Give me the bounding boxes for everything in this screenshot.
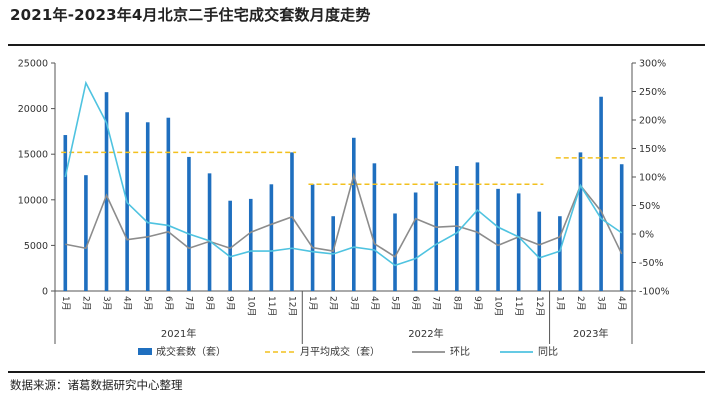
year-label: 2023年 [573,327,608,340]
year-label: 2021年 [161,327,196,340]
legend-label: 同比 [538,346,558,358]
month-label: 4月 [616,296,627,311]
month-label: 1月 [554,296,565,311]
month-label: 2月 [328,296,339,311]
right-tick-label: -50% [639,258,664,269]
month-label: 2月 [80,296,91,311]
bar [145,122,150,291]
chart-canvas: 0 5000 10000 15000 20000 25000 -100% -50% 0% 50% 1… [18,59,670,359]
month-label: 7月 [183,296,194,311]
bar [599,96,603,291]
month-label: 12月 [534,296,545,316]
bar [455,166,459,291]
month-label: 8月 [204,296,215,311]
bar [372,163,377,291]
month-label: 3月 [596,296,607,311]
bar [84,175,88,291]
bar [166,117,171,291]
month-label: 10月 [493,296,504,316]
bar [352,137,356,291]
data-source: 数据来源：诸葛数据研究中心整理 [10,378,183,392]
left-tick-label: 20000 [18,104,48,115]
left-tick-label: 10000 [18,195,48,206]
footer-divider [8,371,705,373]
left-tick-label: 25000 [18,59,48,70]
right-tick-label: 300% [639,59,666,70]
right-tick-label: 50% [639,201,660,212]
month-label: 7月 [431,296,442,311]
bar [248,198,253,291]
month-label: 9月 [472,296,483,311]
month-label: 11月 [513,296,524,316]
bar [578,152,583,291]
left-tick-label: 5000 [24,241,48,252]
bar [207,173,212,291]
month-label: 1月 [60,296,71,311]
month-label: 11月 [266,296,277,316]
bar [187,156,191,291]
bar [290,152,294,291]
year-label: 2022年 [408,327,443,340]
right-tick-label: 250% [639,87,666,98]
bar [558,216,562,291]
mom-line [65,172,623,258]
bar [310,184,315,291]
legend-label: 环比 [450,346,470,358]
month-label: 6月 [410,296,421,311]
bar [104,92,109,292]
legend-label: 月平均成交（套） [300,345,380,358]
chart-title: 2021年-2023年4月北京二手住宅成交套数月度走势 [10,6,371,24]
month-label: 1月 [307,296,318,311]
bar [475,162,480,291]
month-label: 9月 [225,296,236,311]
bar [413,192,418,291]
title-divider [8,44,705,46]
month-label: 3月 [101,296,112,311]
month-label: 4月 [369,296,380,311]
month-label: 6月 [163,296,174,311]
right-tick-label: 0% [639,230,654,241]
bar [619,164,624,291]
month-label: 5月 [390,296,401,311]
left-tick-label: 15000 [18,150,48,161]
bar [496,188,500,291]
bar [63,135,68,291]
legend-swatch-bar [138,348,152,355]
left-tick-label: 0 [42,287,48,298]
right-tick-label: 150% [639,144,666,155]
month-label: 3月 [348,296,359,311]
right-tick-label: -100% [639,287,670,298]
bar [393,213,397,291]
legend-label: 成交套数（套） [156,345,226,358]
bar [537,211,542,291]
month-label: 10月 [245,296,256,316]
month-label: 8月 [451,296,462,311]
bar [434,181,439,291]
bar [228,200,232,291]
yoy-line [64,80,623,267]
month-label: 5月 [142,296,153,311]
bar [516,193,521,291]
month-label: 4月 [122,296,133,311]
month-label: 2月 [575,296,586,311]
right-tick-label: 200% [639,116,666,127]
month-label: 12月 [286,296,297,316]
bar [269,184,274,291]
right-tick-label: 100% [639,173,666,184]
